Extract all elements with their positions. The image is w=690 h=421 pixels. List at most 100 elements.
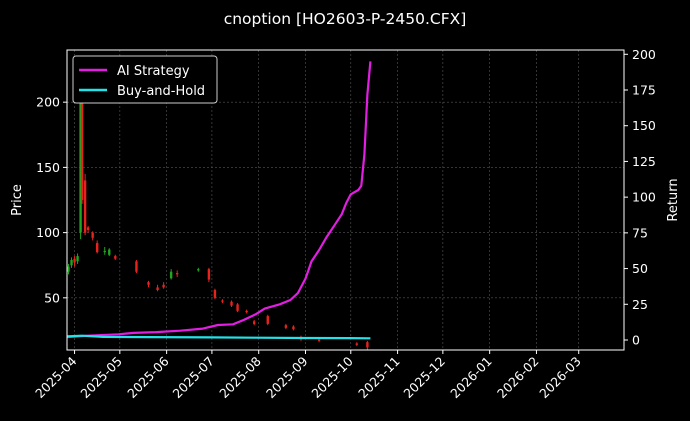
candle-body (221, 300, 224, 302)
x-tick-label: 2025-06 (124, 353, 172, 401)
legend: AI Strategy Buy-and-Hold (72, 55, 218, 104)
x-tick-label: 2025-04 (32, 353, 80, 401)
buy-and-hold-line (66, 334, 371, 340)
chart-title: cnoption [HO2603-P-2450.CFX] (224, 10, 467, 28)
candle-body (207, 269, 211, 280)
x-tick-label: 2025-05 (77, 354, 125, 402)
x-tick-label: 2025-11 (355, 354, 403, 402)
candle-body (147, 282, 150, 285)
candle (70, 257, 73, 268)
candle-body (266, 316, 269, 324)
candle (245, 309, 248, 314)
candle-body (162, 284, 165, 288)
left-tick-label: 50 (44, 290, 60, 305)
legend-box (72, 55, 218, 104)
legend-label-ai-strategy: AI Strategy (117, 64, 190, 79)
candle (236, 303, 239, 313)
right-tick-label: 175 (632, 83, 656, 98)
candle (284, 323, 288, 330)
candle-body (108, 249, 111, 255)
candle-body (114, 256, 117, 259)
candle-body (252, 321, 256, 324)
right-axis-title: Return (666, 178, 681, 221)
candle-body (73, 258, 76, 263)
right-axis: 0 25 50 75 100 125 150 175 200 (624, 47, 656, 348)
left-tick-label: 150 (36, 160, 60, 175)
candle-body (91, 232, 94, 238)
candle-body (83, 180, 87, 233)
candle (252, 320, 256, 326)
right-tick-label: 50 (632, 261, 648, 276)
candle-body (79, 63, 82, 233)
candle (169, 269, 173, 280)
left-axis: 50 100 150 200 (36, 95, 67, 305)
candle-body (67, 266, 70, 272)
candle-body (284, 325, 288, 328)
candle (135, 260, 138, 274)
candle (91, 231, 94, 241)
series (66, 61, 372, 340)
x-tick-label: 2025-09 (263, 353, 311, 401)
candle-body (245, 310, 248, 313)
right-tick-label: 100 (632, 190, 656, 205)
candle (156, 284, 159, 292)
candle (266, 314, 269, 326)
candle (103, 246, 106, 255)
candle-body (135, 261, 138, 272)
x-tick-label: 2026-02 (494, 354, 542, 402)
x-tick-label: 2026-01 (447, 354, 495, 402)
candle (76, 253, 79, 264)
legend-label-buy-and-hold: Buy-and-Hold (117, 84, 205, 99)
x-tick-label: 2026-03 (536, 354, 584, 402)
candle-body (317, 339, 321, 341)
left-tick-label: 200 (36, 95, 60, 110)
plot-frame (66, 49, 625, 351)
candle (213, 288, 217, 300)
candle-body (80, 63, 84, 200)
candle (147, 280, 150, 288)
right-tick-label: 150 (632, 118, 656, 133)
candle-body (70, 260, 73, 266)
right-tick-label: 0 (632, 333, 640, 348)
right-tick-label: 125 (632, 154, 656, 169)
candle-body (213, 290, 217, 298)
candle (197, 267, 200, 272)
candle-body (175, 273, 179, 275)
candle (207, 267, 211, 283)
x-tick-label: 2025-07 (169, 354, 217, 402)
candle-body (292, 326, 295, 330)
candle (175, 270, 179, 277)
candle (292, 325, 295, 331)
left-tick-label: 100 (36, 225, 60, 240)
candle (86, 226, 90, 233)
candle (230, 300, 233, 307)
ai-strategy-line (66, 61, 372, 339)
right-tick-label: 200 (632, 47, 656, 62)
candle (162, 282, 165, 289)
candle (83, 173, 87, 236)
candle (366, 340, 369, 350)
candle-body (76, 256, 79, 262)
candle (114, 254, 117, 260)
candle (95, 240, 99, 254)
candle-body (169, 271, 173, 279)
candle-body (103, 250, 106, 253)
candle-body (156, 287, 159, 290)
candle (108, 248, 111, 257)
candle-body (236, 304, 239, 311)
x-tick-label: 2025-08 (216, 353, 264, 401)
right-tick-label: 75 (632, 225, 648, 240)
candle-body (230, 301, 233, 306)
candle (73, 256, 76, 267)
left-axis-title: Price (10, 184, 25, 216)
candle (221, 299, 224, 304)
x-tick-label: 2025-10 (308, 353, 356, 401)
candle-body (95, 243, 99, 253)
x-tick-label: 2025-12 (400, 354, 448, 402)
candle-body (366, 342, 369, 348)
candle-body (86, 227, 90, 230)
right-tick-label: 25 (632, 297, 648, 312)
candle-body (197, 269, 200, 271)
